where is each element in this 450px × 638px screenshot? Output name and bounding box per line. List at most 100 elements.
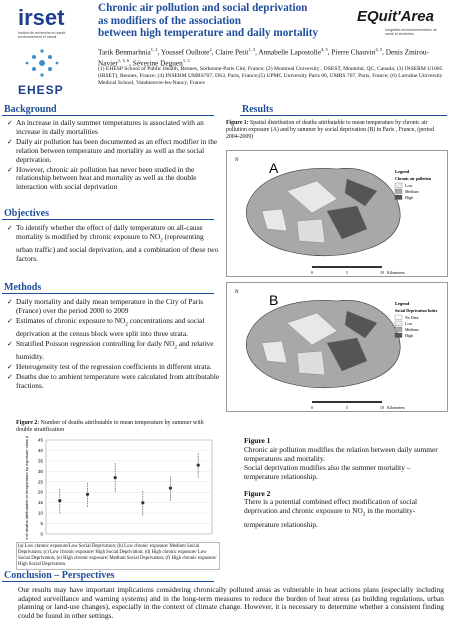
- map-letter: B: [269, 292, 278, 308]
- text: There is a potential combined effect mod…: [244, 497, 418, 516]
- scale-label: 5: [346, 405, 348, 410]
- text: Deaths due to ambient temperature were c…: [16, 372, 220, 391]
- title-line: between high temperature and daily morta…: [98, 27, 319, 39]
- point: [85, 492, 90, 496]
- text: However, chronic air pollution has never…: [16, 164, 197, 192]
- text-heading: Figure 1: [244, 436, 271, 445]
- logos-left: irset Institut de recherche en santé, en…: [4, 3, 84, 103]
- legend-label: High: [405, 333, 413, 338]
- text: Stratified Poisson regression controllin…: [16, 339, 175, 349]
- y-tick-label: 30: [38, 469, 44, 474]
- bullet: Daily mortality and daily mean temperatu…: [6, 297, 220, 316]
- section-heading: Objectives: [2, 208, 214, 220]
- text: Daily mortality and daily mean temperatu…: [16, 297, 204, 315]
- results-text: Figure 1 Chronic air pollution modifies …: [244, 436, 444, 530]
- y-tick-label: 15: [38, 500, 44, 505]
- title: Chronic air pollution and social depriva…: [98, 2, 358, 40]
- y-tick-label: 10: [38, 511, 44, 516]
- scale-label: 5: [346, 270, 348, 275]
- legend-swatch: [394, 188, 403, 194]
- legend-swatch: [394, 320, 403, 326]
- irset-sub: Institut de recherche en santé, environn…: [18, 31, 67, 39]
- map-letter: A: [269, 160, 279, 176]
- point: [168, 486, 173, 490]
- scale-label: 0: [311, 270, 313, 275]
- affiliation-mark: 1, 3: [248, 47, 256, 52]
- text: (representing urban traffic) and social …: [16, 231, 219, 264]
- y-tick-label: 20: [38, 490, 44, 495]
- conclusion-text: Our results may have important implicati…: [18, 585, 444, 620]
- background-list: An increase in daily summer temperatures…: [6, 118, 220, 193]
- map-area: [296, 218, 326, 244]
- chart: 0 5 10 15 20 25 30 35 40 45 Number of deaths attri…: [24, 436, 213, 540]
- point: [113, 476, 117, 480]
- bullet: Stratified Poisson regression controllin…: [6, 339, 220, 362]
- scale-label: 10: [380, 270, 384, 275]
- subscript: 2: [362, 512, 366, 518]
- legend-title: Legend: [395, 169, 410, 174]
- y-tick-label: 35: [38, 458, 44, 463]
- legend-swatch: [394, 314, 403, 320]
- figure2-caption: Figure 2: Number of deaths attributable …: [16, 420, 216, 434]
- bullet: An increase in daily summer temperatures…: [6, 118, 220, 137]
- legend-label: Medium: [405, 327, 419, 332]
- author: , Denis Zmirou-Navier: [98, 47, 429, 68]
- title-line: Chronic air pollution and social depriva…: [98, 2, 308, 14]
- section-heading: Background: [2, 104, 214, 116]
- map-svg: A N Legend Chronic air pollution LowMediumHi…: [235, 158, 432, 275]
- legend-title: Legend: [395, 301, 410, 306]
- bullet: Daily air pollution has been documented …: [6, 136, 220, 165]
- legend-label: No Data: [405, 315, 419, 320]
- text-heading: Figure 2: [244, 488, 271, 498]
- map-area: [286, 312, 338, 346]
- paragraph: There is a potential combined effect mod…: [244, 498, 444, 529]
- bullet: To identify whether the effect of daily …: [6, 223, 220, 264]
- author: , Séverine Deguen: [129, 58, 183, 68]
- scale-label: 10: [380, 405, 384, 410]
- paragraph: Social deprivation modifies also the sum…: [244, 462, 411, 481]
- bullet: Deaths due to ambient temperature were c…: [6, 372, 220, 391]
- legend-swatch: [394, 182, 403, 188]
- map-area: [296, 350, 326, 376]
- chart-legend: (a) Low chronic exposure/Low Social Depr…: [16, 542, 220, 570]
- point: [58, 498, 62, 503]
- affiliations: (1) EHESP School of Public Health, Renne…: [98, 66, 443, 86]
- affiliation-mark: 1, 2: [150, 47, 158, 52]
- text: Heterogeneity test of the regression coe…: [16, 362, 212, 372]
- author: , Claire Petit: [211, 47, 249, 57]
- map: B N Legend Social Deprivation Index No Data L…: [226, 282, 448, 412]
- authors: Tarik Benmarhnia1, 2, Youssef Oulhote2, …: [98, 46, 448, 69]
- figure1-caption: Figure 1: Spatial distribution of deaths…: [226, 120, 446, 141]
- ehesp-logo: EHESP: [18, 83, 64, 97]
- affiliation-mark: 2: [209, 47, 212, 52]
- y-tick-label: 0: [40, 532, 43, 537]
- objectives-list: To identify whether the effect of daily …: [6, 223, 220, 265]
- legend-label: Low: [405, 321, 412, 326]
- map-area: [261, 340, 288, 364]
- paragraph: Chronic air pollution modifies the relat…: [244, 444, 438, 463]
- plot-area: [45, 439, 213, 535]
- bullet: Estimates of chronic exposure to NO2 con…: [6, 315, 220, 339]
- legend-subtitle: Chronic air pollution: [395, 176, 432, 181]
- equitarea-logo: EQuit'Area: [357, 8, 434, 25]
- text: concentrations and social deprivation at…: [16, 315, 205, 339]
- figure-label: Figure 1:: [226, 120, 249, 126]
- scale-units: Kilometers: [387, 405, 405, 410]
- y-tick-label: 45: [38, 438, 44, 443]
- point: [141, 501, 145, 505]
- y-tick-label: 40: [38, 448, 44, 453]
- text: Daily air pollution has been documented …: [16, 136, 218, 164]
- y-tick-label: 5: [40, 521, 43, 526]
- north-label: N: [235, 290, 239, 295]
- point: [196, 463, 200, 467]
- legend-swatch: [394, 194, 403, 200]
- text: An increase in daily summer temperatures…: [16, 118, 204, 136]
- affiliation-mark: 4, 5: [375, 47, 383, 52]
- map: A N Legend Chronic air pollution Low Medium Hi…: [226, 150, 448, 277]
- y-axis-label: Number of deaths attributable to tempera…: [24, 436, 29, 540]
- text: Estimates of chronic exposure to NO: [16, 315, 126, 325]
- bullet: Heterogeneity test of the regression coe…: [6, 362, 220, 372]
- scale-bar: [312, 266, 382, 268]
- map-area: [286, 180, 338, 214]
